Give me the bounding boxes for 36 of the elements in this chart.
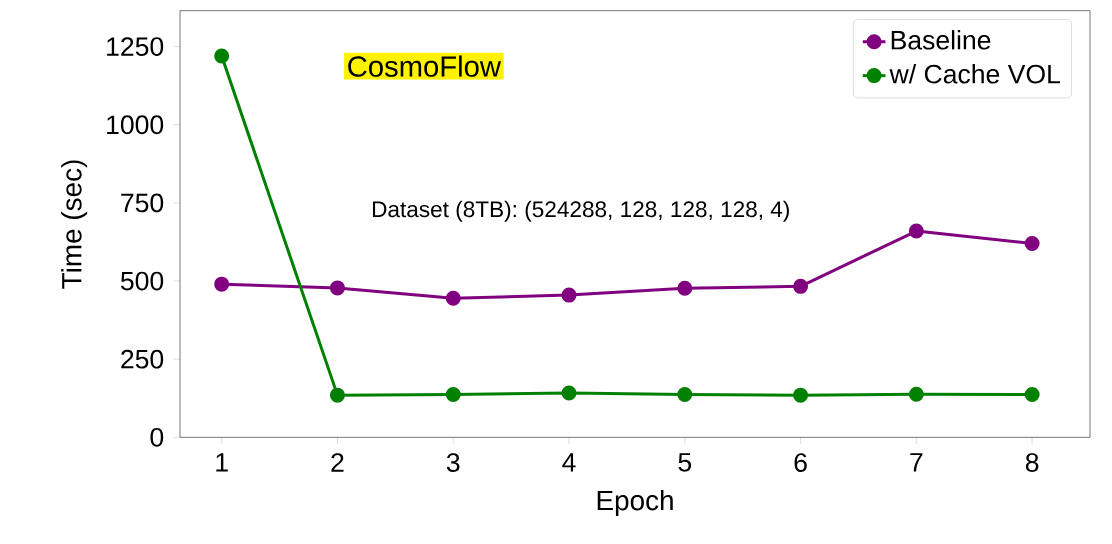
point	[445, 387, 461, 403]
y-axis-title: Time (sec)	[61, 160, 88, 289]
point	[561, 385, 577, 401]
annotation: CosmoFlow	[348, 55, 502, 77]
x-tick-label: 7	[910, 453, 923, 472]
x-tick-label: 8	[1025, 453, 1039, 472]
point	[329, 387, 345, 403]
x-tick-label: 1	[216, 453, 228, 472]
y-tick-label: 1250	[107, 37, 164, 56]
x-tick-label: 4	[562, 453, 576, 472]
point	[561, 287, 577, 303]
x-tick-label: 3	[446, 453, 460, 472]
point	[793, 387, 809, 403]
x-axis-title: Epoch	[597, 489, 673, 516]
point	[1024, 387, 1040, 403]
point	[793, 278, 809, 294]
point	[214, 276, 230, 292]
y-tick-label: 0	[150, 427, 164, 447]
point	[908, 386, 924, 402]
legend-label: Baseline	[891, 30, 991, 50]
x-tick-label: 2	[331, 453, 344, 472]
y-tick-label: 750	[121, 193, 164, 213]
y-tick-label: 500	[120, 271, 164, 291]
point	[329, 280, 345, 296]
point	[214, 48, 230, 64]
y-tick-label: 250	[121, 349, 164, 369]
point	[677, 387, 693, 403]
point	[908, 223, 924, 239]
x-tick-label: 5	[678, 453, 692, 472]
point	[677, 280, 693, 296]
annotation: Dataset (8TB): (524288, 128, 128, 128, 4)	[372, 200, 789, 222]
legend-label: w/ Cache VOL	[889, 64, 1060, 84]
y-tick-label: 1000	[107, 115, 164, 135]
point	[1024, 236, 1040, 252]
point	[445, 290, 461, 306]
x-tick-label: 6	[794, 453, 807, 472]
